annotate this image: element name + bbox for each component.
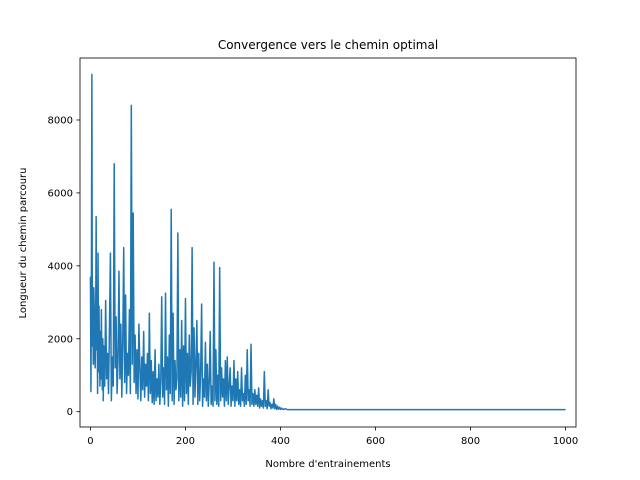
plot-area — [89, 73, 566, 411]
chart-title: Convergence vers le chemin optimal — [218, 38, 438, 52]
x-tick-label: 0 — [87, 436, 93, 447]
y-tick-label: 8000 — [48, 115, 73, 126]
y-tick-label: 0 — [67, 407, 73, 418]
y-tick-label: 4000 — [48, 261, 73, 272]
y-axis-label: Longueur du chemin parcouru — [18, 168, 29, 319]
x-tick-label: 800 — [461, 436, 480, 447]
y-tick-label: 2000 — [48, 334, 73, 345]
x-axis-label: Nombre d'entrainements — [265, 459, 390, 470]
axes-frame — [79, 57, 577, 428]
series-line — [89, 73, 566, 411]
x-tick-label: 200 — [176, 436, 195, 447]
x-tick-label: 400 — [271, 436, 290, 447]
x-tick-label: 1000 — [553, 436, 578, 447]
y-tick-label: 6000 — [48, 188, 73, 199]
y-axis: 0 2000 4000 6000 8000 — [48, 115, 80, 418]
x-tick-label: 600 — [366, 436, 385, 447]
x-axis: 0 200 400 600 800 1000 — [87, 427, 578, 447]
